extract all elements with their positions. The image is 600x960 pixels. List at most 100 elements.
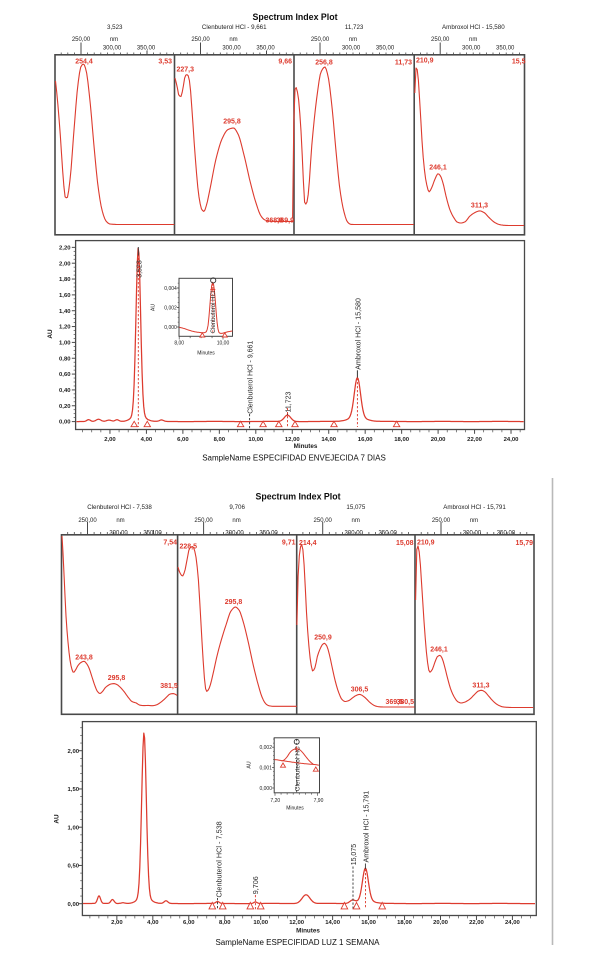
svg-text:295,8: 295,8	[223, 119, 241, 126]
svg-text:250,9: 250,9	[314, 634, 332, 641]
svg-text:350,00: 350,00	[379, 531, 398, 537]
svg-text:Minutes: Minutes	[296, 927, 320, 934]
svg-text:0,80: 0,80	[59, 356, 71, 362]
svg-text:10,00: 10,00	[253, 920, 268, 926]
svg-text:nm: nm	[229, 37, 237, 43]
svg-text:9,706: 9,706	[251, 876, 260, 894]
svg-text:11,73: 11,73	[395, 60, 412, 67]
svg-text:nm: nm	[470, 518, 478, 524]
svg-text:250,00: 250,00	[311, 37, 330, 43]
svg-text:14,00: 14,00	[321, 437, 336, 443]
svg-text:0,002: 0,002	[259, 745, 272, 751]
svg-text:15,08: 15,08	[396, 540, 414, 547]
svg-text:300,00: 300,00	[462, 46, 481, 52]
svg-text:nm: nm	[116, 518, 124, 524]
svg-text:0,00: 0,00	[68, 902, 80, 908]
svg-text:250,00: 250,00	[78, 518, 97, 524]
svg-text:306,5: 306,5	[351, 686, 369, 693]
svg-text:246,1: 246,1	[429, 165, 447, 172]
svg-text:4,00: 4,00	[141, 437, 153, 443]
svg-text:380,5: 380,5	[396, 699, 414, 706]
svg-text:22,00: 22,00	[467, 437, 482, 443]
svg-text:2,20: 2,20	[59, 245, 71, 251]
svg-text:AU: AU	[47, 329, 54, 339]
svg-text:0,000: 0,000	[164, 325, 177, 331]
svg-text:227,3: 227,3	[177, 67, 195, 74]
svg-text:7,90: 7,90	[314, 798, 324, 804]
svg-text:246,1: 246,1	[430, 647, 448, 654]
svg-text:350,00: 350,00	[376, 46, 395, 52]
svg-text:9,706: 9,706	[229, 504, 245, 511]
svg-text:Ambroxol HCl - 15,580: Ambroxol HCl - 15,580	[354, 298, 362, 370]
svg-text:4,00: 4,00	[147, 920, 159, 926]
svg-text:11,723: 11,723	[345, 24, 364, 31]
svg-text:Clenbuterol HCl - 7,538: Clenbuterol HCl - 7,538	[87, 504, 152, 511]
svg-text:24,00: 24,00	[505, 920, 520, 926]
svg-text:9,66: 9,66	[278, 59, 292, 66]
svg-text:7,54: 7,54	[163, 540, 177, 547]
svg-text:3,523: 3,523	[136, 260, 143, 278]
svg-text:350,00: 350,00	[143, 531, 162, 537]
svg-text:250,00: 250,00	[431, 37, 450, 43]
svg-text:24,00: 24,00	[504, 437, 519, 443]
svg-text:250,00: 250,00	[432, 518, 451, 524]
svg-text:Clenbuterol HCl - 7,538: Clenbuterol HCl - 7,538	[214, 821, 223, 897]
svg-text:2,00: 2,00	[111, 920, 123, 926]
svg-text:381,5: 381,5	[160, 683, 178, 690]
svg-text:214,4: 214,4	[299, 540, 317, 547]
svg-text:Ambroxol HCl - 15,580: Ambroxol HCl - 15,580	[442, 24, 505, 31]
svg-text:1,00: 1,00	[68, 825, 80, 831]
svg-text:311,3: 311,3	[471, 203, 488, 210]
svg-text:369,9: 369,9	[276, 217, 294, 224]
svg-text:300,00: 300,00	[342, 46, 361, 52]
svg-text:AU: AU	[151, 304, 157, 311]
svg-text:1,40: 1,40	[59, 309, 71, 315]
svg-text:369,5: 369,5	[385, 699, 403, 706]
svg-text:SampleName ESPECIFIDAD ENVEJEC: SampleName ESPECIFIDAD ENVEJECIDA 7 DIAS	[202, 453, 386, 462]
svg-text:350,00: 350,00	[259, 531, 278, 537]
svg-text:300,00: 300,00	[222, 46, 241, 52]
svg-text:0,20: 0,20	[59, 404, 71, 410]
svg-text:12,00: 12,00	[285, 437, 300, 443]
svg-text:Clenbuterol HCl - 9,661: Clenbuterol HCl - 9,661	[202, 24, 267, 31]
svg-text:210,9: 210,9	[417, 540, 435, 547]
svg-text:Clenbuterol HC: Clenbuterol HC	[294, 746, 301, 791]
svg-text:16,00: 16,00	[358, 437, 373, 443]
svg-text:300,00: 300,00	[103, 46, 122, 52]
svg-text:12,00: 12,00	[289, 920, 304, 926]
svg-text:nm: nm	[352, 518, 360, 524]
svg-text:Clenbuterol HCl: Clenbuterol HCl	[211, 291, 217, 333]
svg-text:350,00: 350,00	[137, 46, 156, 52]
svg-text:350,00: 350,00	[256, 46, 275, 52]
svg-text:250,00: 250,00	[72, 37, 91, 43]
svg-text:3,53: 3,53	[158, 59, 172, 66]
svg-text:0,60: 0,60	[59, 372, 71, 378]
svg-text:311,3: 311,3	[472, 683, 489, 690]
svg-text:11,723: 11,723	[285, 392, 292, 413]
svg-text:256,8: 256,8	[315, 60, 333, 67]
svg-text:350,00: 350,00	[496, 46, 515, 52]
svg-text:250,00: 250,00	[194, 518, 213, 524]
svg-text:10,00: 10,00	[217, 341, 230, 347]
svg-text:Minutes: Minutes	[197, 350, 215, 356]
svg-text:295,8: 295,8	[225, 599, 243, 606]
svg-text:300,00: 300,00	[225, 531, 244, 537]
svg-text:250,00: 250,00	[314, 518, 333, 524]
svg-text:254,4: 254,4	[75, 59, 93, 66]
svg-text:0,00: 0,00	[59, 420, 71, 426]
svg-text:3,523: 3,523	[107, 24, 123, 31]
svg-text:nm: nm	[469, 37, 477, 43]
svg-text:300,00: 300,00	[109, 531, 128, 537]
svg-text:Spectrum Index Plot: Spectrum Index Plot	[255, 491, 340, 501]
svg-text:250,00: 250,00	[191, 37, 210, 43]
svg-text:nm: nm	[110, 37, 118, 43]
svg-text:0,40: 0,40	[59, 388, 71, 394]
svg-text:9,71: 9,71	[282, 540, 296, 547]
svg-text:Ambroxol HCl - 15,791: Ambroxol HCl - 15,791	[363, 791, 371, 863]
svg-text:Minutes: Minutes	[294, 443, 318, 450]
svg-text:nm: nm	[232, 518, 240, 524]
svg-text:18,00: 18,00	[397, 920, 412, 926]
svg-text:14,00: 14,00	[325, 920, 340, 926]
svg-text:nm: nm	[349, 37, 357, 43]
svg-text:15,79: 15,79	[515, 540, 533, 547]
